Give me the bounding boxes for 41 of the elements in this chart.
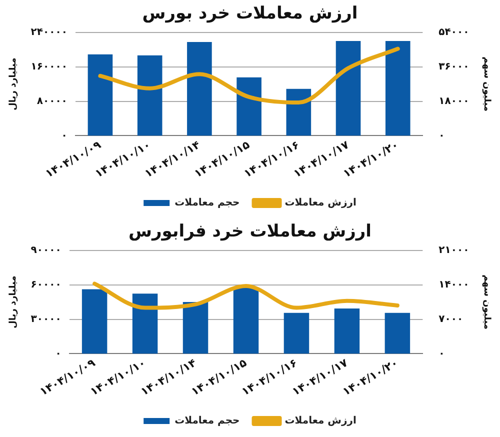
line-series xyxy=(92,282,400,310)
line-series xyxy=(98,46,400,105)
y-axis-title: میلیارد ریال xyxy=(8,58,19,110)
y-tick-label: ۱۶۰۰۰۰ xyxy=(30,61,68,72)
legend-label: حجم معاملات xyxy=(174,198,240,209)
chart-title: ارزش معاملات خرد بورس xyxy=(142,4,358,24)
bar xyxy=(334,308,360,354)
y2-tick-label: ۱۴۰۰۰ xyxy=(438,279,470,290)
y-tick-label: ۲۴۰۰۰۰ xyxy=(30,26,68,38)
bar xyxy=(182,302,208,354)
y2-tick-label: ۳۶۰۰۰ xyxy=(438,61,470,72)
bar xyxy=(384,312,410,354)
y2-tick-label: ۲۱۰۰۰ xyxy=(438,244,470,256)
bar xyxy=(236,77,262,136)
bar xyxy=(336,41,361,136)
bar xyxy=(137,55,162,136)
y2-tick-label: ۵۴۰۰۰ xyxy=(438,26,470,38)
legend-label: حجم معاملات xyxy=(174,416,240,427)
y2-tick-label: ۷۰۰۰ xyxy=(438,314,464,325)
y-tick-label: ۳۰۰۰۰ xyxy=(30,314,62,325)
y-tick-label: ۹۰۰۰۰ xyxy=(30,244,62,256)
y-axis-title: میلیارد ریال xyxy=(8,276,19,328)
y-tick-label: ۰ xyxy=(55,348,62,360)
chart-title: ارزش معاملات خرد فرابورس xyxy=(128,222,372,242)
y2-tick-label: ۰ xyxy=(438,348,445,360)
legend-label: ارزش معاملات xyxy=(284,416,356,427)
bar xyxy=(233,288,259,354)
bar xyxy=(187,42,212,136)
y-tick-label: ۸۰۰۰۰ xyxy=(36,96,68,107)
y2-tick-label: ۱۸۰۰۰ xyxy=(438,96,470,107)
y2-tick-label: ۰ xyxy=(438,130,445,142)
legend-label: ارزش معاملات xyxy=(284,198,356,209)
bar xyxy=(132,294,158,354)
y2-axis-title: میلیون سهم xyxy=(481,56,492,112)
bar xyxy=(385,41,410,136)
bar xyxy=(284,312,310,354)
bar xyxy=(88,54,113,136)
y-tick-label: ۰ xyxy=(61,130,68,142)
bar xyxy=(82,289,108,354)
y2-axis-title: میلیون سهم xyxy=(481,274,492,330)
y-tick-label: ۶۰۰۰۰ xyxy=(30,279,62,290)
